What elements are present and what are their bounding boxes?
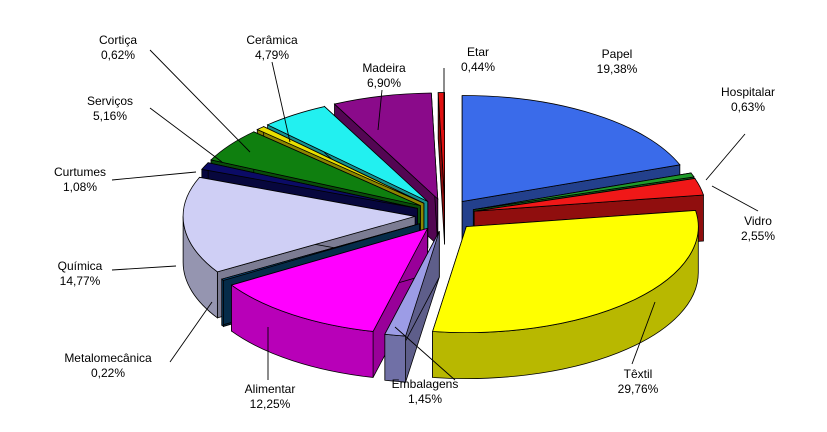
slice-top-vidro	[474, 178, 705, 212]
slice-top-cortiça	[256, 126, 425, 204]
leader-line-vidro	[711, 185, 759, 212]
slice-percent-label: 1,08%	[63, 180, 97, 194]
leader-line-química	[111, 265, 177, 271]
slice-percent-label: 0,22%	[91, 366, 125, 380]
slice-top-metalomecânica	[220, 223, 420, 281]
leader-lines	[111, 49, 759, 381]
leader-line-madeira	[377, 89, 383, 131]
leader-line-curtumes	[111, 171, 197, 181]
slice-name-label: Química	[58, 259, 103, 273]
slice-percent-label: 1,45%	[408, 392, 442, 406]
slice-wall-embalagens	[384, 333, 406, 383]
slice-percent-label: 0,62%	[101, 48, 135, 62]
leader-line-embalagens	[394, 326, 456, 381]
slice-top-etar	[437, 92, 445, 199]
slice-name-label: Serviços	[87, 94, 133, 108]
leader-line-serviços	[149, 107, 223, 163]
slice-top-têxtil	[432, 210, 699, 334]
slice-top-hospitalar	[473, 172, 695, 210]
slice-etar	[437, 92, 445, 245]
slice-percent-label: 6,90%	[367, 76, 401, 90]
leader-line-cerâmica	[271, 61, 291, 143]
leader-line-têxtil	[631, 301, 656, 365]
leader-line-metalomecânica	[169, 301, 213, 363]
slice-name-label: Etar	[467, 45, 489, 59]
slice-top-curtumes	[201, 162, 418, 209]
slice-percent-label: 19,38%	[597, 62, 638, 76]
slice-name-label: Alimentar	[245, 382, 296, 396]
slice-name-label: Hospitalar	[721, 85, 775, 99]
slice-name-label: Curtumes	[54, 165, 106, 179]
slice-percent-label: 0,44%	[461, 60, 495, 74]
slice-percent-label: 4,79%	[255, 48, 289, 62]
slice-name-label: Embalagens	[392, 377, 459, 391]
slice-percent-label: 12,25%	[250, 397, 291, 411]
slice-name-label: Cortiça	[99, 33, 137, 47]
slice-percent-label: 5,16%	[93, 109, 127, 123]
slice-percent-label: 0,63%	[731, 100, 765, 114]
slice-name-label: Madeira	[362, 61, 406, 75]
slice-name-label: Papel	[602, 47, 633, 61]
slice-name-label: Cerâmica	[246, 33, 298, 47]
slice-têxtil	[432, 210, 699, 380]
slice-name-label: Vidro	[744, 214, 772, 228]
slice-top-alimentar	[230, 227, 429, 332]
slices-layer	[182, 92, 705, 383]
slice-top-cerâmica	[266, 106, 429, 202]
slice-name-label: Metalomecânica	[64, 351, 152, 365]
leader-line-cortiça	[149, 49, 251, 153]
slice-wall-metalomecânica	[221, 278, 224, 328]
slice-top-papel	[461, 95, 681, 202]
slice-top-serviços	[210, 131, 421, 206]
slice-percent-label: 29,76%	[618, 382, 659, 396]
slice-percent-label: 14,77%	[60, 274, 101, 288]
slice-name-label: Têxtil	[624, 367, 653, 381]
slice-percent-label: 2,55%	[741, 229, 775, 243]
slice-top-química	[182, 176, 416, 273]
leader-line-hospitalar	[705, 133, 746, 181]
